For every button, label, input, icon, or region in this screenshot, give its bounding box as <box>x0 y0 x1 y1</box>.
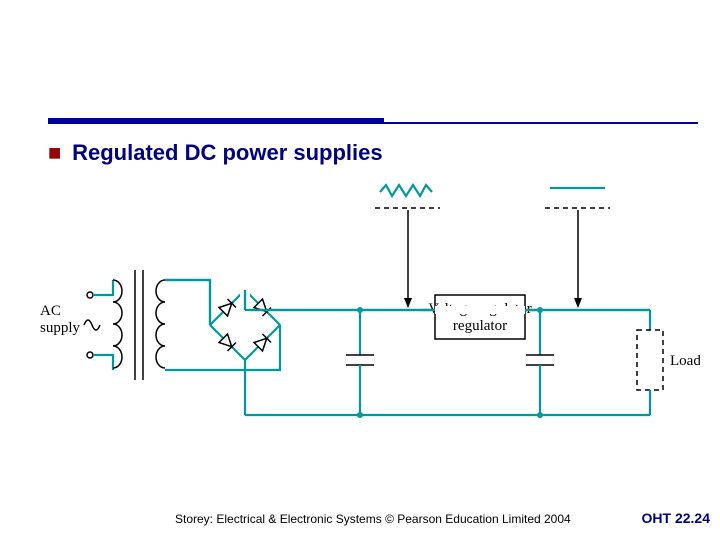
circuit-diagram: AC supply <box>40 180 700 470</box>
wire <box>93 280 113 295</box>
arrow-head-icon <box>574 298 582 308</box>
wire <box>93 355 113 370</box>
capacitor-icon <box>526 310 554 415</box>
ac-supply-label: AC <box>40 303 61 319</box>
terminal-icon <box>87 352 93 358</box>
footer-credit: Storey: Electrical & Electronic Systems … <box>175 512 571 526</box>
transformer-icon <box>113 270 165 380</box>
wire <box>165 280 210 325</box>
footer-page: OHT 22.24 <box>642 510 710 526</box>
sine-icon <box>84 320 100 330</box>
bullet-icon: ■ <box>48 140 66 166</box>
voltage-regulator: Voltage regulator regulator <box>428 295 531 339</box>
title-text: Regulated DC power supplies <box>72 140 383 165</box>
node-icon <box>537 412 543 418</box>
page-title: ■ Regulated DC power supplies <box>48 140 383 166</box>
node-icon <box>357 412 363 418</box>
load-label: Load <box>670 353 700 369</box>
node-icon <box>537 307 543 313</box>
terminal-icon <box>87 292 93 298</box>
header-rule-thin <box>48 122 698 124</box>
load: Load <box>637 310 700 415</box>
regulator-label: regulator <box>453 318 507 334</box>
arrow-head-icon <box>404 298 412 308</box>
wire <box>165 280 210 325</box>
capacitor-icon <box>346 310 374 415</box>
node-icon <box>357 307 363 313</box>
flat-waveform-icon <box>545 188 610 208</box>
ripple-waveform-icon <box>375 185 440 208</box>
ac-supply-label: supply <box>40 320 81 336</box>
